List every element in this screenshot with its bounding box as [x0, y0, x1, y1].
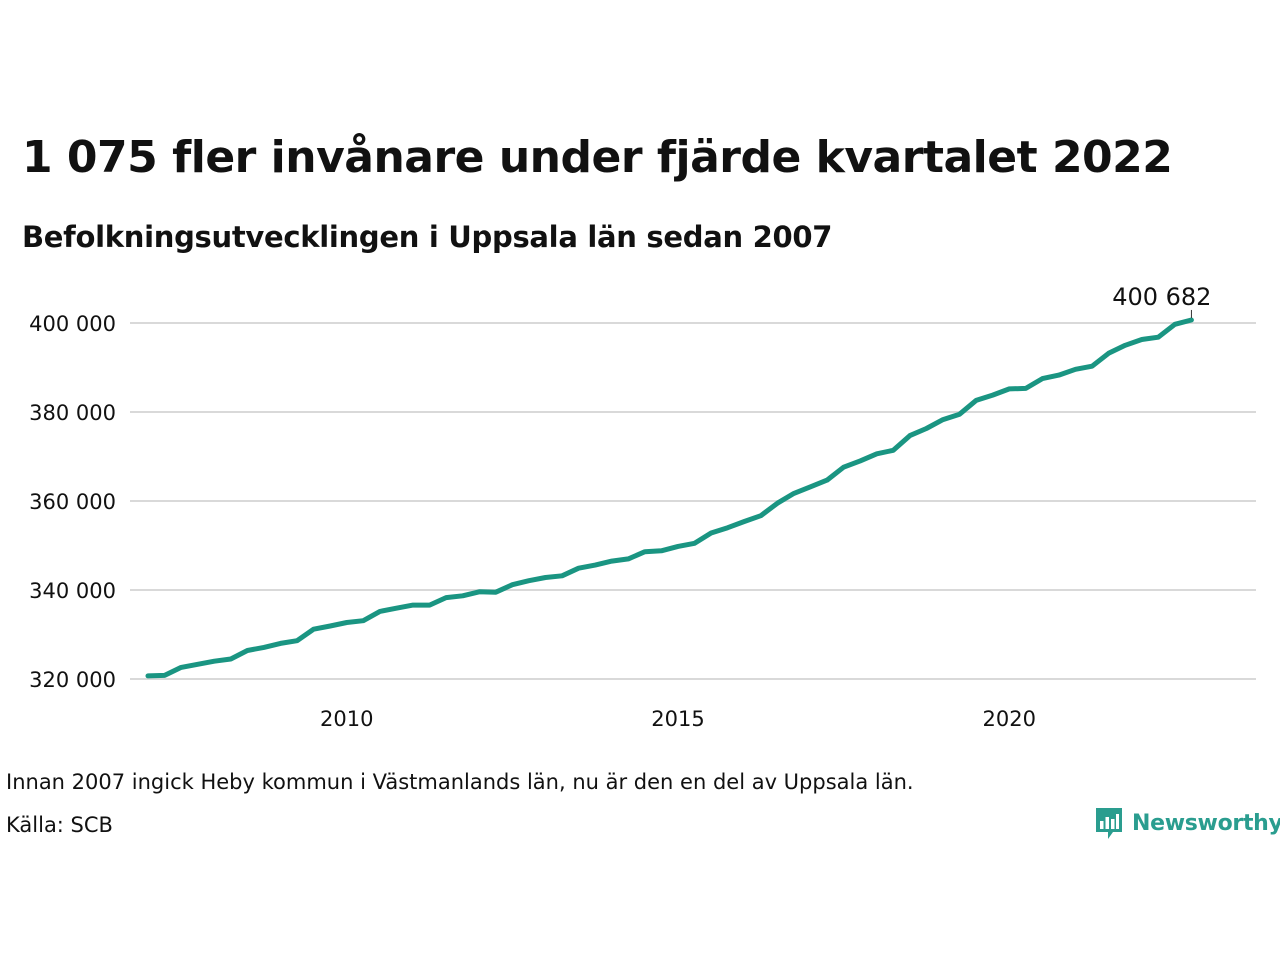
chart-subtitle: Befolkningsutvecklingen i Uppsala län se…	[22, 220, 833, 254]
newsworthy-logo: Newsworthy	[1094, 806, 1280, 840]
y-tick-label: 400 000	[29, 312, 116, 336]
series-layer	[145, 317, 1194, 679]
annotation-label: 400 682	[1112, 283, 1211, 311]
footnote: Innan 2007 ingick Heby kommun i Västmanl…	[6, 770, 914, 794]
bar-chart-speech-bubble-icon	[1096, 808, 1122, 839]
series-line	[145, 317, 1194, 679]
x-tick-label: 2020	[983, 707, 1036, 731]
y-axis-ticks: 320 000 340 000 360 000 380 000 400 000	[29, 312, 116, 692]
y-tick-label: 360 000	[29, 490, 116, 514]
gridlines	[130, 322, 1256, 680]
chart-title: 1 075 fler invånare under fjärde kvartal…	[22, 132, 1173, 183]
x-tick-label: 2010	[320, 707, 373, 731]
annotation-layer: 400 682	[1112, 283, 1211, 318]
y-tick-label: 340 000	[29, 579, 116, 603]
brand-name: Newsworthy	[1132, 810, 1280, 836]
line-chart: 320 000 340 000 360 000 380 000 400 000 2010…	[29, 283, 1256, 731]
x-tick-label: 2015	[651, 707, 704, 731]
x-axis-ticks: 2010 2015 2020	[320, 707, 1036, 731]
y-tick-label: 320 000	[29, 668, 116, 692]
source-note: Källa: SCB	[6, 813, 113, 837]
y-tick-label: 380 000	[29, 401, 116, 425]
